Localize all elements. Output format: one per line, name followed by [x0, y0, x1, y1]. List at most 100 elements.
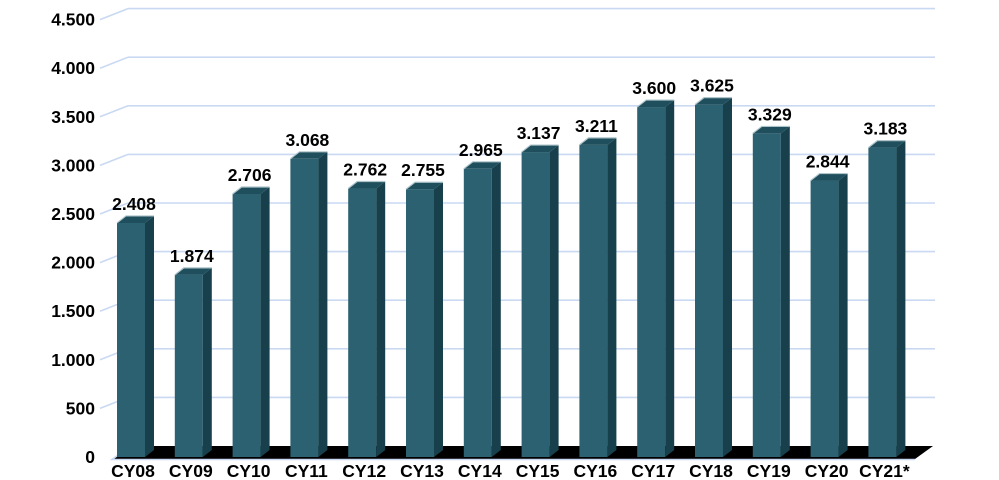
y-tick-label: 1.000: [51, 350, 95, 370]
bar-top-cy19: [752, 126, 790, 134]
value-label-cy14: 2.965: [459, 140, 503, 160]
bar-side-cy08: [145, 215, 154, 457]
gridline-connector: [99, 105, 129, 118]
bar-top-cy18: [695, 97, 732, 105]
bar-front-cy13: [406, 189, 434, 458]
bar-side-cy21: [896, 140, 906, 457]
value-label-cy16: 3.211: [575, 116, 618, 136]
x-tick-label-cy19: CY19: [747, 461, 791, 480]
x-tick-label-cy17: CY17: [631, 461, 675, 480]
value-label-cy09: 1.874: [170, 246, 214, 266]
bar-side-cy14: [491, 161, 501, 457]
y-tick-label: 2.000: [51, 253, 95, 273]
value-label-cy10: 2.706: [228, 165, 272, 185]
bar-front-cy21: [868, 147, 897, 457]
bar-front-cy18: [695, 104, 723, 458]
x-tick-label-cy18: CY18: [689, 461, 733, 480]
value-label-cy13: 2.755: [401, 160, 445, 180]
bar-bevel-cy09: [174, 267, 212, 276]
value-label-cy18: 3.625: [690, 76, 734, 96]
bar-top-cy14: [463, 161, 501, 169]
gridline-connector: [99, 153, 129, 167]
x-tick-label-cy20: CY20: [805, 461, 849, 480]
bar-front-cy08: [117, 222, 145, 457]
y-tick-label: 2.500: [51, 204, 95, 224]
bar-bevel-cy10: [232, 186, 270, 195]
x-tick-label-cy16: CY16: [574, 461, 618, 480]
bar-front-cy09: [174, 274, 203, 457]
x-tick-label-cy11: CY11: [285, 461, 328, 480]
x-tick-label-cy13: CY13: [400, 461, 444, 480]
value-label-cy19: 3.329: [748, 104, 792, 124]
bar-front-cy12: [348, 188, 377, 457]
bar-bevel-cy20: [810, 172, 848, 182]
x-tick-label-cy10: CY10: [227, 461, 271, 480]
value-label-cy15: 3.137: [517, 123, 561, 143]
bar-bevel-cy21: [868, 140, 906, 149]
bar-front-cy19: [752, 133, 781, 457]
bar-side-cy18: [723, 97, 732, 458]
bar-side-cy09: [202, 267, 212, 457]
bar-top-cy21: [868, 140, 906, 148]
bar-top-cy16: [579, 137, 617, 145]
x-tick-label-cy14: CY14: [458, 461, 502, 480]
bar-top-cy11: [290, 151, 328, 159]
bar-bevel-cy14: [463, 161, 501, 170]
y-tick-label: 3.000: [51, 155, 95, 175]
gridline-connector: [99, 7, 129, 21]
bar-front-cy11: [290, 158, 319, 457]
value-label-cy17: 3.600: [632, 78, 676, 98]
y-tick-label: 4.500: [51, 10, 95, 30]
bar-side-cy13: [434, 182, 443, 458]
bar-bevel-cy12: [347, 180, 386, 190]
bar-bevel-cy11: [290, 151, 328, 160]
x-tick-label-cy12: CY12: [342, 461, 386, 480]
bar-top-cy13: [406, 182, 443, 190]
x-tick-label-cy15: CY15: [516, 461, 560, 480]
bar-front-cy10: [232, 193, 261, 457]
bar-side-cy19: [780, 126, 790, 457]
value-label-cy12: 2.762: [343, 160, 387, 180]
bar-top-cy20: [810, 173, 848, 181]
bar-side-cy10: [260, 186, 270, 457]
bar-front-cy15: [521, 152, 550, 457]
bar-front-cy14: [463, 168, 492, 457]
bar-front-cy20: [810, 180, 839, 457]
gridline-connector: [99, 56, 129, 69]
bar-front-cy17: [637, 107, 666, 457]
x-tick-label-cy08: CY08: [111, 461, 155, 480]
value-label-cy08: 2.408: [112, 194, 156, 214]
bar-side-cy12: [376, 181, 386, 457]
x-tick-label-cy21: CY21*: [859, 461, 910, 480]
bar-top-cy08: [117, 215, 154, 223]
y-tick-label: 4.000: [51, 58, 95, 78]
bar-bevel-cy15: [521, 144, 559, 153]
bar-bevel-cy16: [579, 137, 617, 146]
value-label-cy11: 3.068: [286, 130, 330, 150]
bar-side-cy11: [318, 151, 328, 457]
value-label-cy20: 2.844: [806, 152, 850, 172]
y-tick-label: 0: [85, 447, 95, 467]
y-tick-label: 3.500: [51, 107, 95, 127]
y-tick-label: 500: [66, 398, 95, 418]
bar-top-cy15: [521, 145, 559, 153]
value-label-cy21: 3.183: [864, 119, 908, 139]
bar-top-cy09: [174, 267, 212, 275]
bar-side-cy17: [665, 100, 675, 457]
bar-bevel-cy08: [116, 215, 154, 224]
x-tick-label-cy09: CY09: [169, 461, 213, 480]
bar-bevel-cy13: [405, 181, 443, 190]
bar-top-cy10: [232, 186, 270, 194]
bar-side-cy15: [549, 145, 559, 457]
bar-top-cy12: [348, 181, 386, 189]
bar-side-cy20: [838, 173, 848, 457]
bar-side-cy16: [607, 137, 617, 457]
bar-top-cy17: [637, 100, 675, 108]
bar-bevel-cy17: [636, 99, 675, 108]
gridline-connector: [99, 202, 129, 215]
bar-bevel-cy19: [752, 125, 790, 134]
bar-bevel-cy18: [694, 97, 732, 106]
bar-front-cy16: [579, 144, 608, 457]
